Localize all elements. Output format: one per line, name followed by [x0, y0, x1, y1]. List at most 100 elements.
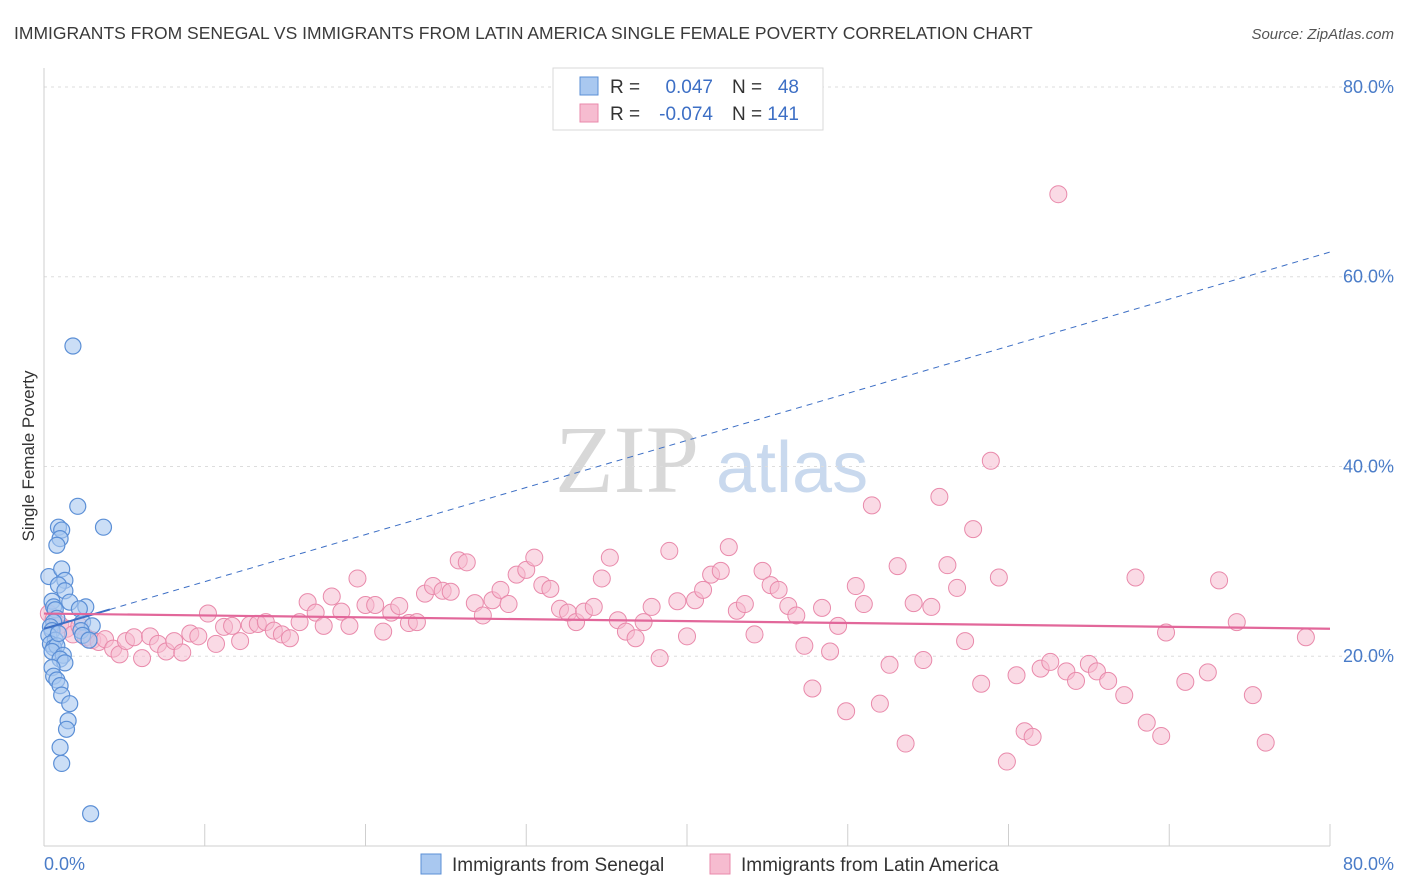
latam-data-point — [787, 606, 806, 625]
senegal-trend-solid — [43, 608, 111, 630]
latam-data-point — [584, 597, 603, 616]
latam-data-point — [374, 622, 393, 641]
latam-data-point — [366, 596, 385, 615]
latam-data-point — [914, 651, 933, 670]
latam-data-point — [922, 597, 941, 616]
latam-data-point — [711, 561, 730, 580]
latam-data-point — [650, 649, 669, 668]
legend-senegal-swatch — [420, 853, 442, 875]
latam-data-point — [981, 451, 1000, 470]
latam-data-point — [592, 569, 611, 588]
latam-data-point — [862, 496, 881, 515]
latam-data-point — [1256, 733, 1275, 752]
stats-r-value-latam: -0.074 — [659, 104, 713, 125]
chart-title: IMMIGRANTS FROM SENEGAL VS IMMIGRANTS FR… — [14, 23, 1033, 43]
stats-n-value-latam: 141 — [767, 104, 799, 125]
stats-legend-senegal-swatch — [579, 76, 599, 96]
latam-data-point — [964, 520, 983, 539]
latam-data-point — [290, 613, 309, 632]
latam-data-point — [634, 613, 653, 632]
senegal-data-point — [48, 536, 66, 554]
latam-data-point — [473, 606, 492, 625]
y-tick-label: 20.0% — [1343, 646, 1394, 666]
senegal-data-point — [51, 738, 69, 756]
latam-data-point — [441, 582, 460, 601]
latam-data-point — [803, 679, 822, 698]
latam-data-point — [753, 561, 772, 580]
senegal-data-point — [49, 624, 68, 643]
trend-lines — [43, 251, 1331, 630]
latam-data-point — [189, 627, 208, 646]
latam-data-point — [1049, 185, 1068, 204]
latam-data-point — [1198, 663, 1217, 682]
latam-series-points — [39, 185, 1315, 771]
latam-data-point — [1137, 713, 1156, 732]
latam-data-point — [930, 487, 949, 506]
latam-data-point — [390, 596, 409, 615]
stats-legend: R = 0.047 N = 48 R = -0.074 N = 141 — [552, 67, 824, 131]
latam-data-point — [1157, 623, 1176, 642]
latam-data-point — [1296, 628, 1315, 647]
legend-senegal-label: Immigrants from Senegal — [452, 855, 664, 876]
latam-data-point — [896, 734, 915, 753]
latam-data-point — [938, 556, 957, 575]
watermark-atlas: atlas — [716, 428, 868, 508]
latam-data-point — [133, 649, 152, 668]
latam-data-point — [837, 702, 856, 721]
senegal-data-point — [69, 497, 87, 515]
latam-data-point — [854, 595, 873, 614]
x-tick-label-max: 80.0% — [1343, 854, 1394, 874]
latam-data-point — [821, 642, 840, 661]
latam-data-point — [1023, 727, 1042, 746]
latam-data-point — [813, 598, 832, 617]
bottom-legend: Immigrants from Senegal Immigrants from … — [420, 853, 999, 876]
y-tick-label: 40.0% — [1343, 456, 1394, 476]
latam-data-point — [989, 568, 1008, 587]
senegal-data-point — [61, 695, 79, 713]
latam-data-point — [880, 655, 899, 674]
watermark-zip: ZIP — [555, 406, 699, 513]
latam-data-point — [719, 538, 738, 557]
latam-data-point — [997, 752, 1016, 771]
stats-n-label-latam: N = — [732, 104, 762, 125]
latam-data-point — [904, 594, 923, 613]
latam-data-point — [525, 548, 544, 567]
legend-latam-swatch — [709, 853, 731, 875]
latam-data-point — [340, 616, 359, 635]
source-label: Source: ZipAtlas.com — [1251, 26, 1394, 43]
latam-data-point — [407, 613, 426, 632]
stats-n-value-senegal: 48 — [778, 77, 799, 98]
latam-data-point — [795, 636, 814, 655]
y-axis-label: Single Female Poverty — [19, 370, 38, 542]
senegal-data-point — [94, 518, 113, 536]
latam-data-point — [231, 632, 250, 651]
latam-data-point — [1210, 571, 1229, 590]
senegal-data-point — [57, 720, 76, 738]
latam-data-point — [1176, 672, 1195, 691]
latam-data-point — [348, 569, 367, 588]
latam-data-point — [829, 616, 848, 635]
latam-data-point — [1099, 671, 1118, 690]
y-tick-label: 80.0% — [1343, 77, 1394, 97]
latam-data-point — [745, 625, 764, 644]
latam-data-point — [1243, 686, 1262, 705]
latam-data-point — [314, 616, 333, 635]
latam-data-point — [769, 580, 788, 599]
latam-data-point — [457, 553, 476, 572]
latam-data-point — [626, 629, 645, 648]
latam-data-point — [956, 632, 975, 651]
senegal-data-point — [64, 337, 82, 355]
senegal-data-point — [80, 631, 98, 649]
latam-data-point — [642, 597, 661, 616]
latam-data-point — [1067, 671, 1086, 690]
latam-data-point — [888, 557, 907, 576]
stats-r-value-senegal: 0.047 — [665, 77, 713, 98]
stats-r-label-senegal: R = — [610, 77, 640, 98]
latam-data-point — [322, 587, 341, 606]
senegal-series-points — [40, 337, 113, 823]
latam-data-point — [735, 595, 754, 614]
latam-data-point — [541, 579, 560, 598]
latam-data-point — [223, 616, 242, 635]
latam-data-point — [846, 577, 865, 596]
